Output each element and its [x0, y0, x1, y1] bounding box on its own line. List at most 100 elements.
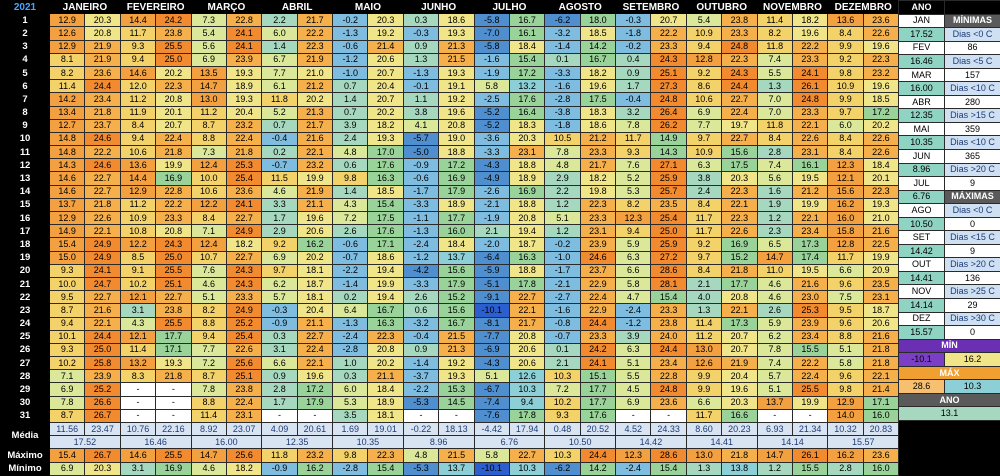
min-temp-cell: -1.3: [333, 317, 368, 330]
min-temp-cell: 0.3: [403, 14, 438, 27]
min-temp-cell: -6.9: [474, 343, 509, 356]
min-temp-cell: 2.3: [757, 225, 792, 238]
min-temp-cell: -6.4: [474, 251, 509, 264]
min-temp-cell: 5.6: [191, 40, 226, 53]
max-temp-cell: 19.1: [439, 80, 474, 93]
max-temp-cell: 20.8: [509, 330, 544, 343]
min-temp-cell: 8.8: [191, 396, 226, 409]
media-value: 23.07: [226, 423, 261, 436]
max-temp-cell: 24.9: [226, 304, 261, 317]
min-temp-cell: -: [616, 409, 651, 422]
min-temp-cell: 6.0: [828, 119, 863, 132]
max-temp-cell: 23.9: [792, 317, 827, 330]
min-temp-cell: -0.2: [616, 40, 651, 53]
minimo-value: 2.8: [828, 462, 863, 475]
min-temp-cell: 9.5: [828, 304, 863, 317]
max-temp-cell: 22.8: [651, 370, 686, 383]
min-temp-cell: 1.3: [403, 53, 438, 66]
min-temp-cell: 14.4: [120, 14, 155, 27]
min-temp-cell: 5.1: [757, 383, 792, 396]
side-count-value: 359: [945, 122, 1000, 136]
max-temp-cell: 17.9: [439, 277, 474, 290]
min-temp-cell: 5.3: [333, 396, 368, 409]
max-temp-cell: 22.1: [297, 146, 332, 159]
max-temp-cell: 18.8: [509, 264, 544, 277]
minimo-value: -5.3: [403, 462, 438, 475]
ano-value-row: 13.1: [899, 407, 1000, 421]
max-temp-cell: 17.3: [792, 238, 827, 251]
min-temp-cell: 8.6: [686, 80, 721, 93]
min-temp-cell: -0.9: [403, 159, 438, 172]
min-temp-cell: 4.1: [403, 119, 438, 132]
min-temp-cell: 2.1: [474, 225, 509, 238]
minimo-value: -2.4: [616, 462, 651, 475]
min-temp-cell: 12.2: [191, 198, 226, 211]
min-temp-cell: 8.7: [50, 409, 85, 422]
min-temp-cell: 11.7: [616, 132, 651, 145]
min-temp-cell: 1.9: [757, 198, 792, 211]
max-temp-cell: 24.3: [156, 238, 191, 251]
day-number: 4: [1, 53, 50, 66]
min-temp-cell: -0.7: [333, 251, 368, 264]
max-temp-cell: 22.6: [863, 132, 898, 145]
media-value: 1.69: [333, 423, 368, 436]
side-header-row: ANO: [899, 1, 1000, 15]
min-temp-cell: 8.4: [191, 212, 226, 225]
max-temp-cell: 17.2: [297, 383, 332, 396]
media-value: 18.13: [439, 423, 474, 436]
max-temp-cell: 23.7: [580, 264, 615, 277]
min-temp-cell: 10.6: [191, 185, 226, 198]
max-temp-cell: 23.9: [580, 238, 615, 251]
max-temp-cell: 17.5: [580, 93, 615, 106]
min-temp-cell: 7.7: [686, 119, 721, 132]
max-temp-cell: 23.0: [792, 291, 827, 304]
min-temp-cell: 12.1: [120, 291, 155, 304]
max-temp-cell: 26.6: [85, 396, 120, 409]
side-count-value: 0: [945, 326, 1000, 340]
min-temp-cell: 8.4: [828, 27, 863, 40]
min-temp-cell: 6.6: [686, 396, 721, 409]
min-temp-cell: 12.9: [50, 14, 85, 27]
max-temp-cell: 22.6: [863, 146, 898, 159]
max-temp-cell: 25.4: [226, 330, 261, 343]
media-value: 11.56: [50, 423, 85, 436]
max-temp-cell: 15.5: [792, 343, 827, 356]
max-temp-cell: 21.4: [368, 40, 403, 53]
max-temp-cell: 24.1: [580, 357, 615, 370]
min-temp-cell: 9.4: [686, 40, 721, 53]
min-temp-cell: 6.6: [616, 264, 651, 277]
max-temp-cell: 20.1: [863, 172, 898, 185]
min-temp-cell: -1.7: [403, 185, 438, 198]
day-number: 14: [1, 185, 50, 198]
max-temp-cell: 19.2: [368, 27, 403, 40]
media-value: 20.61: [297, 423, 332, 436]
side-blank: [945, 1, 1000, 15]
min-temp-cell: 5.5: [616, 370, 651, 383]
min-temp-cell: -1.0: [545, 251, 580, 264]
min-temp-cell: 12.4: [191, 159, 226, 172]
min-temp-cell: 4.0: [686, 291, 721, 304]
min-temp-cell: 6.6: [828, 264, 863, 277]
min-temp-cell: 7.6: [191, 264, 226, 277]
max-temp-cell: 20.3: [722, 172, 757, 185]
max-temp-cell: 17.2: [439, 159, 474, 172]
max-temp-cell: 19.5: [792, 264, 827, 277]
min-temp-cell: 0.3: [333, 370, 368, 383]
min-temp-cell: 1.7: [262, 396, 297, 409]
max-temp-cell: 25.6: [226, 357, 261, 370]
min-temp-cell: 3.8: [686, 172, 721, 185]
max-temp-cell: 22.6: [863, 27, 898, 40]
max-temp-cell: 19.3: [863, 198, 898, 211]
max-temp-cell: 22.9: [580, 304, 615, 317]
min-temp-cell: 13.0: [191, 93, 226, 106]
max-temp-cell: 16.0: [863, 409, 898, 422]
min-temp-cell: 7.1: [191, 225, 226, 238]
max-temp-cell: 16.0: [439, 225, 474, 238]
side-month: SET: [899, 231, 945, 245]
min-temp-cell: 0.6: [403, 304, 438, 317]
min-temp-cell: 7.8: [616, 119, 651, 132]
